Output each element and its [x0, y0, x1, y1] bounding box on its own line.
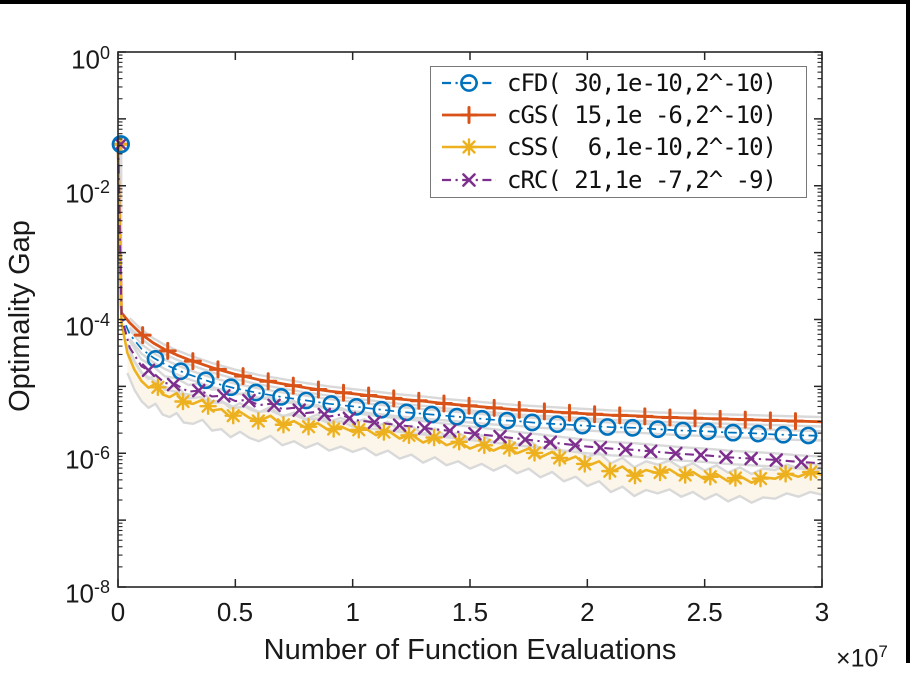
- legend-item-cfd[interactable]: cFD( 30,1e-10,2^-10): [431, 67, 806, 99]
- legend-label-cgs: cGS( 15,1e -6,2^-10): [507, 101, 777, 130]
- cfd-line-sample-icon: [442, 74, 496, 92]
- x-tick-1: 1: [345, 597, 360, 627]
- y-tick-1e-4: 10-4: [65, 310, 110, 342]
- series-cGS-markers: [133, 326, 805, 431]
- y-tick-1e-8: 10-8: [65, 577, 110, 609]
- x-tick-1-5: 1.5: [451, 597, 489, 627]
- window-border-right: [906, 0, 910, 663]
- crc-line-sample-icon: [442, 172, 496, 187]
- series-cSS-markers: [149, 378, 820, 488]
- x-axis-multiplier: ×107: [836, 642, 888, 673]
- confidence-bands: [119, 152, 823, 504]
- legend-item-css[interactable]: cSS( 6,1e-10,2^-10): [431, 131, 806, 163]
- y-axis-label: Optimality Gap: [4, 220, 36, 412]
- legend-item-cgs[interactable]: cGS( 15,1e -6,2^-10): [431, 99, 806, 131]
- x-tick-2: 2: [580, 597, 595, 627]
- series-markers: [111, 135, 820, 488]
- window-border-top: [0, 0, 910, 4]
- cFD-band-lower: [128, 338, 823, 442]
- series-cRC-markers: [141, 363, 809, 469]
- legend-box: cFD( 30,1e-10,2^-10) cGS( 15,1e -6,2^-10…: [430, 66, 807, 198]
- cGS-band-lower: [128, 326, 823, 428]
- axis-frame-and-ticks: [117, 51, 823, 588]
- legend-label-crc: cRC( 21,1e -7,2^ -9): [507, 165, 777, 194]
- x-tick-0: 0: [110, 597, 126, 627]
- legend-item-crc[interactable]: cRC( 21,1e -7,2^ -9): [431, 164, 806, 196]
- x-axis-label: Number of Function Evaluations: [263, 634, 677, 666]
- css-line-sample-icon: [442, 138, 496, 157]
- y-tick-1e0: 100: [71, 43, 110, 75]
- x-tick-2-5: 2.5: [686, 597, 723, 627]
- x-tick-0-5: 0.5: [216, 597, 254, 627]
- y-tick-1e-6: 10-6: [65, 443, 110, 475]
- cFD-band-upper: [128, 328, 823, 433]
- cSS-band-lower: [126, 372, 823, 504]
- legend-label-cfd: cFD( 30,1e-10,2^-10): [507, 69, 777, 98]
- cGS-band-upper: [128, 317, 823, 419]
- y-tick-1e-2: 10-2: [65, 177, 110, 209]
- series-cFD-markers: [146, 350, 818, 445]
- cgs-line-sample-icon: [442, 106, 496, 125]
- legend-label-css: cSS( 6,1e-10,2^-10): [507, 133, 777, 162]
- x-tick-3: 3: [814, 597, 830, 627]
